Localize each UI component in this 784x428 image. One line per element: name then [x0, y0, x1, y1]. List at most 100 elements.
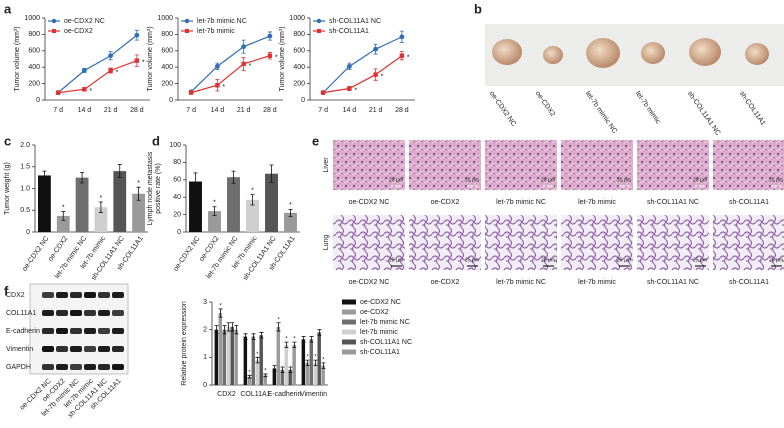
- legend-marker: [185, 29, 189, 33]
- tumor: [641, 42, 665, 64]
- x-tick-label: 28 d: [395, 107, 409, 114]
- blot-band: [112, 364, 124, 370]
- y-tick-label: 0: [203, 382, 207, 389]
- micrograph-label: sh-COL11A1 NC: [647, 199, 699, 206]
- significance: *: [277, 317, 280, 323]
- x-tick-label: Vimentin: [300, 391, 327, 398]
- blot-band: [56, 364, 68, 370]
- x-tick-label: 14 d: [78, 107, 92, 114]
- axes: [34, 145, 148, 233]
- x-tick-label: CDX2: [217, 391, 236, 398]
- blot-band: [42, 292, 54, 298]
- significance: *: [219, 303, 222, 309]
- significance: *: [116, 69, 119, 76]
- y-tick-label: 200: [293, 80, 305, 87]
- bar: [255, 360, 259, 385]
- panel-label: a: [4, 1, 12, 16]
- photo-label: sh-COL11A1 NC: [686, 90, 722, 137]
- legend-swatch: [342, 319, 356, 325]
- legend-label: oe-CDX2: [360, 309, 389, 316]
- axes: [185, 145, 300, 233]
- blot-band: [56, 346, 68, 352]
- marker: [399, 34, 405, 40]
- protein-label: COL11A1: [6, 310, 36, 317]
- significance: *: [314, 355, 317, 361]
- marker: [241, 61, 246, 67]
- bar: [94, 207, 108, 232]
- y-tick-label: 1000: [289, 15, 305, 22]
- y-tick-label: 2.0: [20, 142, 30, 149]
- legend-swatch: [342, 329, 356, 335]
- micrograph-label: let-7b mimic NC: [496, 279, 546, 286]
- scale-bar-label: 25 μm: [693, 177, 707, 183]
- marker: [81, 68, 87, 73]
- x-tick-label: 14 d: [211, 107, 225, 114]
- error-bar: [193, 172, 198, 191]
- bar: [246, 199, 259, 232]
- micrograph: [333, 140, 405, 190]
- blot-band: [84, 292, 96, 298]
- micrograph: [409, 215, 481, 270]
- error-bar: [231, 170, 236, 184]
- bar: [263, 375, 267, 385]
- error-bar: [288, 366, 293, 373]
- blot-band: [70, 310, 82, 316]
- blot-band: [98, 328, 110, 334]
- y-tick-label: 3: [203, 299, 207, 306]
- bar: [226, 326, 230, 385]
- legend-marker: [317, 29, 321, 33]
- bar: [309, 339, 313, 385]
- y-tick-label: 1000: [157, 15, 173, 22]
- error-bar: [243, 333, 248, 340]
- series-line: [322, 36, 403, 94]
- y-axis-label: Tumor weight (g): [4, 162, 11, 215]
- scale-bar-label: 25 μm: [465, 177, 479, 183]
- bar: [75, 177, 89, 232]
- significance: *: [354, 87, 357, 94]
- photo-label: let-7b mimic: [634, 90, 662, 125]
- tumor: [543, 46, 563, 64]
- scale-bar-label: 25 μm: [617, 257, 631, 263]
- protein-label: GAPDH: [6, 364, 31, 371]
- legend-marker: [316, 18, 322, 24]
- y-tick-label: 800: [161, 31, 173, 38]
- micrograph: [561, 215, 633, 270]
- y-axis-label: Tumor volume (mm³): [147, 26, 154, 91]
- series-line: [190, 35, 271, 93]
- error-bar: [301, 336, 306, 343]
- error-bar: [222, 325, 227, 335]
- error-bar: [255, 356, 260, 364]
- panel-label: d: [152, 133, 160, 148]
- y-tick-label: 100: [169, 142, 181, 149]
- tumors: [492, 38, 769, 68]
- significance: *: [222, 84, 225, 91]
- axes: [44, 18, 150, 101]
- photo-label: oe-CDX2 NC: [488, 90, 517, 127]
- blot-band: [70, 346, 82, 352]
- y-tick-label: 0: [301, 97, 305, 104]
- y-tick-label: 600: [293, 48, 305, 55]
- bar: [292, 344, 296, 385]
- micrograph-label: sh-COL11A1 NC: [647, 279, 699, 286]
- scale-bar-label: 25 μm: [693, 257, 707, 263]
- error-bar: [284, 341, 289, 349]
- bar: [276, 326, 281, 385]
- y-tick-label: 200: [28, 80, 40, 87]
- significance: *: [62, 204, 65, 211]
- y-tick-label: 600: [28, 48, 40, 55]
- x-tick-label: 28 d: [263, 107, 277, 114]
- tumor: [586, 38, 620, 68]
- tumor: [492, 39, 522, 65]
- micrograph: [713, 215, 784, 270]
- marker: [320, 90, 326, 95]
- blot-band: [84, 328, 96, 334]
- error-bar: [305, 359, 310, 367]
- micrograph-label: oe-CDX2: [431, 199, 460, 206]
- blot-band: [70, 364, 82, 370]
- blot-band: [70, 292, 82, 298]
- bar: [189, 181, 202, 232]
- error-bar: [98, 201, 103, 213]
- blot-band: [70, 328, 82, 334]
- error-bar: [309, 336, 314, 343]
- y-tick-label: 1000: [24, 15, 40, 22]
